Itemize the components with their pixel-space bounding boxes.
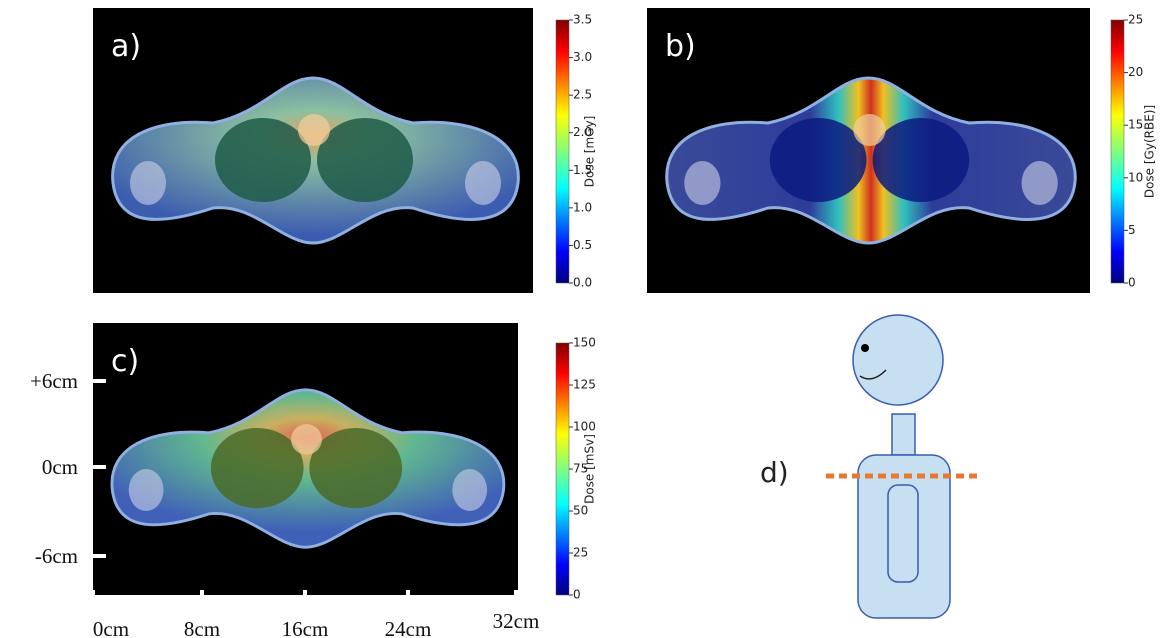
x-tick-label: 24cm [385,617,432,638]
colorbar [1111,20,1124,283]
figure: d) a)0.00.51.01.52.02.53.03.5Dose [mGy]b… [0,0,1163,638]
ct-image [93,323,518,595]
colorbar-tick-label: 15 [1128,118,1143,132]
bone [452,469,487,511]
colorbar-tick-label: 125 [573,378,596,392]
colorbar-tick-label: 0.0 [573,276,592,290]
spine [298,114,330,146]
spine [853,114,885,146]
y-tick-label: +6cm [30,369,78,393]
colorbar-tick-label: 2.5 [573,88,592,102]
ct-image [93,8,533,293]
bone [1022,161,1058,205]
ct-image [647,8,1090,293]
colorbar [556,343,569,595]
colorbar-tick-label: 150 [573,336,596,350]
body-cartoon [826,315,978,618]
colorbar-tick-label: 3.0 [573,50,592,64]
colorbar-tick-label: 25 [1128,13,1143,27]
bone [129,469,164,511]
bone [465,161,501,205]
x-tick-label: 16cm [282,617,329,638]
panel-label: c) [111,344,139,379]
colorbar-tick-label: 25 [573,546,588,560]
colorbar-tick-label: 5 [1128,223,1136,237]
panel-label: d) [760,456,789,489]
x-tick-label: 32cm [493,609,540,633]
colorbar-tick-label: 0 [1128,276,1136,290]
lung [211,428,304,508]
colorbar-tick-label: 10 [1128,170,1143,184]
colorbar-tick-label: 50 [573,504,588,518]
lung [873,118,970,202]
panel-label: b) [665,29,696,64]
bone [684,161,720,205]
colorbar-tick-label: 0.5 [573,238,592,252]
colorbar-tick-label: 3.5 [573,13,592,27]
colorbar-tick-label: 1.0 [573,200,592,214]
colorbar-title: Dose [mGy] [583,116,597,187]
x-tick-label: 8cm [184,617,220,638]
x-tick-label: 0cm [93,617,129,638]
colorbar-title: Dose [Gy(RBE)] [1143,105,1157,198]
spine [291,424,322,455]
y-tick-label: 0cm [42,455,78,479]
colorbar-tick-label: 0 [573,588,581,602]
y-tick-label: -6cm [35,544,78,568]
lung [309,428,402,508]
colorbar-title: Dose [mSv] [583,434,597,504]
lung [215,118,311,202]
colorbar-tick-label: 100 [573,420,596,434]
panel-label: a) [111,29,141,64]
lung [770,118,867,202]
bone [130,161,166,205]
colorbar [556,20,569,283]
lung [317,118,413,202]
colorbar-tick-label: 20 [1128,65,1143,79]
